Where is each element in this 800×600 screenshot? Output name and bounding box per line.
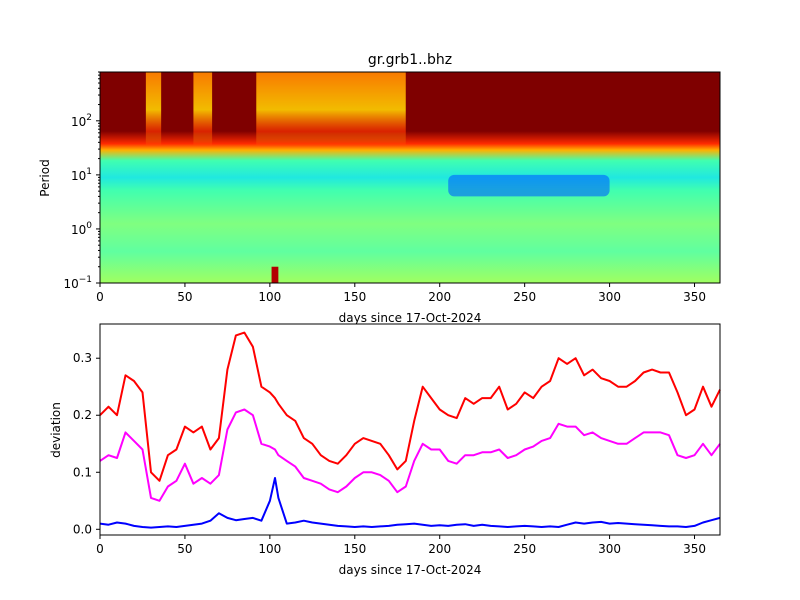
bottom-y-tick-label: 0.2 (73, 408, 92, 422)
top-y-ticks: 10−1 100 101 102 (63, 71, 100, 291)
bottom-y-axis-label: deviation (49, 402, 63, 458)
bottom-x-tick-label: 200 (428, 542, 451, 556)
top-x-axis-label: days since 17-Oct-2024 (339, 311, 482, 325)
bottom-x-tick-label: 250 (513, 542, 536, 556)
top-x-ticks: 0 50 100 150 200 250 300 350 (96, 283, 706, 304)
spectrogram-panel: gr.grb1..bhz (38, 52, 721, 325)
bottom-x-tick-label: 50 (177, 542, 192, 556)
chart-title: gr.grb1..bhz (368, 52, 452, 68)
bottom-x-tick-label: 300 (598, 542, 621, 556)
heatmap-high-activity-band (193, 72, 213, 181)
line-series-blue (99, 477, 721, 529)
top-x-tick-label: 150 (343, 290, 366, 304)
top-x-tick-label: 200 (428, 290, 451, 304)
top-y-tick-label: 10−1 (63, 275, 92, 291)
heatmap-high-activity-band (145, 72, 162, 181)
top-y-axis-label: Period (38, 159, 52, 196)
line-series-red (99, 331, 721, 482)
top-x-tick-label: 50 (177, 290, 192, 304)
bottom-y-ticks: 0.0 0.1 0.2 0.3 (73, 351, 100, 536)
top-x-tick-label: 100 (258, 290, 281, 304)
top-x-tick-label: 300 (598, 290, 621, 304)
heatmap-low-dip (448, 174, 610, 197)
heatmap-background (100, 72, 720, 283)
bottom-x-tick-label: 150 (343, 542, 366, 556)
line-series-magenta (99, 408, 721, 502)
heatmap-spike (271, 266, 279, 283)
top-x-tick-label: 250 (513, 290, 536, 304)
bottom-x-ticks: 0 50 100 150 200 250 300 350 (96, 535, 706, 556)
top-x-tick-label: 350 (683, 290, 706, 304)
bottom-x-axis-label: days since 17-Oct-2024 (339, 563, 482, 577)
heatmap-image (100, 72, 720, 283)
line-plot-frame (99, 323, 721, 536)
line-series-group (99, 331, 721, 529)
bottom-y-tick-label: 0.3 (73, 351, 92, 365)
bottom-x-tick-label: 100 (258, 542, 281, 556)
heatmap-features (145, 72, 610, 283)
deviation-panel: 0 50 100 150 200 250 300 350 0.0 0.1 0.2 0.3 days … (49, 323, 721, 577)
line-plot-frame-top (99, 323, 721, 536)
bottom-y-tick-label: 0.0 (73, 522, 92, 536)
bottom-x-tick-label: 0 (96, 542, 104, 556)
top-y-tick-label: 101 (71, 167, 92, 183)
top-x-tick-label: 0 (96, 290, 104, 304)
top-y-tick-label: 100 (71, 221, 92, 237)
top-y-tick-label: 102 (71, 113, 92, 129)
heatmap-high-activity-band (256, 72, 406, 181)
bottom-y-tick-label: 0.1 (73, 465, 92, 479)
bottom-x-tick-label: 350 (683, 542, 706, 556)
